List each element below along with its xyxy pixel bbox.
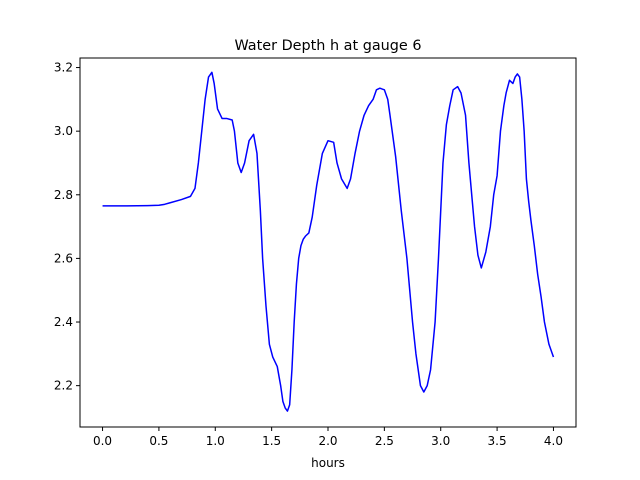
x-tick-label: 1.5 [262,434,281,448]
y-tick-label: 2.2 [54,379,73,393]
plot-area: 0.0 0.5 1.0 1.5 2.0 2.5 3.0 3.5 4.0 2.2 2.4 2.6 2.8 3… [54,57,577,448]
x-axis-label: hours [311,456,345,470]
y-tick-label: 2.8 [54,188,73,202]
chart-title: Water Depth h at gauge 6 [234,38,421,54]
y-tick-label: 3.2 [54,61,73,75]
x-tick-label: 0.0 [93,434,112,448]
x-tick-label: 2.0 [318,434,337,448]
x-tick-label: 1.0 [206,434,225,448]
x-tick-label: 0.5 [149,434,168,448]
series-line-0 [102,71,555,412]
y-tick-label: 2.4 [54,315,73,329]
x-tick-label: 3.0 [431,434,450,448]
x-tick-label: 4.0 [544,434,563,448]
x-tick-label: 3.5 [488,434,507,448]
y-tick-label: 3.0 [54,124,73,138]
x-tick-label: 2.5 [375,434,394,448]
y-tick-label: 2.6 [54,251,73,265]
